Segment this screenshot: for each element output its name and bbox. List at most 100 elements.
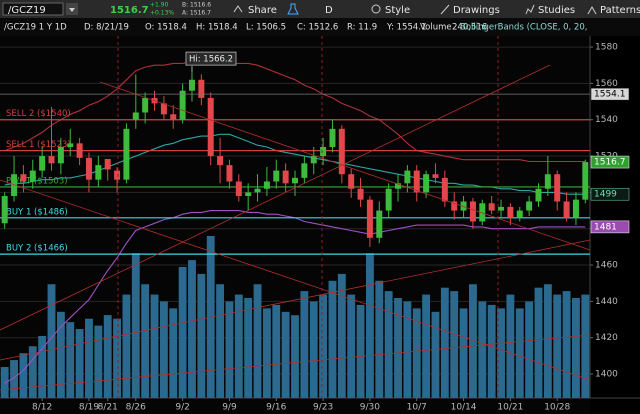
volume-bar xyxy=(553,294,562,398)
candle-body xyxy=(488,203,495,211)
x-tick-label: 10/7 xyxy=(407,403,427,413)
volume-bar xyxy=(150,294,159,398)
volume-bar xyxy=(10,360,18,398)
dropdown-arrow xyxy=(69,8,75,12)
band-line xyxy=(4,61,586,163)
price-marker-label: 1499 xyxy=(594,190,617,200)
style-button[interactable]: Style xyxy=(385,5,410,16)
price-marker-label: 1481 xyxy=(594,222,617,232)
volume-bar xyxy=(431,311,440,398)
volume-bar xyxy=(534,287,543,398)
volume-bar xyxy=(356,304,365,398)
y-tick-label: 1440 xyxy=(595,297,618,307)
candle-body xyxy=(357,188,364,200)
volume-bar xyxy=(103,315,112,398)
volume-bar xyxy=(506,294,515,398)
candle-body xyxy=(526,201,533,211)
candle-body xyxy=(338,128,345,175)
patterns-icon xyxy=(587,5,597,15)
trend-lines xyxy=(0,64,591,391)
volume-bar xyxy=(28,346,37,398)
drawings-icon xyxy=(440,4,450,15)
volume-bar xyxy=(394,298,402,398)
candle-body xyxy=(329,128,336,147)
volume-bar xyxy=(66,322,75,398)
volume-bar xyxy=(19,353,28,398)
volume-bar xyxy=(487,304,496,398)
volume-bar xyxy=(581,294,590,398)
candle-body xyxy=(132,112,139,120)
candle-body xyxy=(366,199,373,238)
candle-body xyxy=(572,199,579,218)
x-tick-label: 10/14 xyxy=(451,403,477,413)
volume-bar xyxy=(450,291,459,398)
volume-bar xyxy=(225,301,234,398)
x-tick-label: 8/21 xyxy=(98,403,118,413)
candle-body xyxy=(188,79,195,91)
style-icon xyxy=(371,4,381,14)
volume-bar xyxy=(403,301,412,398)
candle-body xyxy=(104,158,111,170)
volume-bar xyxy=(122,294,131,398)
candle-body xyxy=(498,206,505,211)
candle-body xyxy=(217,156,224,166)
candle-body xyxy=(123,128,130,180)
x-tick-label: 9/16 xyxy=(266,403,286,413)
candle-body xyxy=(441,177,448,202)
candle-body xyxy=(301,163,308,178)
x-tick-label: 9/9 xyxy=(222,403,237,413)
trend-line xyxy=(0,334,591,391)
volume-bar xyxy=(300,291,309,398)
volume-bar xyxy=(47,284,56,398)
volume-bar xyxy=(188,260,196,398)
x-tick-label: 9/2 xyxy=(175,403,189,413)
flask-icon[interactable] xyxy=(287,3,299,15)
volume-bar xyxy=(272,304,281,398)
candle-body xyxy=(451,201,458,211)
header-field: L: 1506.5 xyxy=(246,23,286,33)
volume-bar xyxy=(478,301,487,398)
candle-body xyxy=(160,103,167,115)
y-tick-label: 1400 xyxy=(595,370,618,380)
candle-body xyxy=(207,97,214,157)
volume-bar xyxy=(169,308,178,398)
volume-bar xyxy=(562,291,571,398)
volume-bar xyxy=(572,298,580,398)
volume-bar xyxy=(234,294,243,398)
volume-bar xyxy=(525,301,534,398)
candle-body xyxy=(57,146,64,164)
y-tick-label: 1560 xyxy=(595,79,618,89)
aggregation-button[interactable]: D xyxy=(325,5,333,16)
price-marker xyxy=(590,187,630,201)
x-tick-label: 8/12 xyxy=(32,403,52,413)
header-field: H: 1518.4 xyxy=(196,23,238,33)
candle-body xyxy=(516,210,523,218)
drawings-button[interactable]: Drawings xyxy=(453,5,500,16)
x-tick-label: 10/21 xyxy=(497,403,523,413)
symbol-input[interactable] xyxy=(2,2,64,16)
candle-body xyxy=(563,201,570,218)
price-marker xyxy=(590,220,630,234)
candle-body xyxy=(48,156,55,164)
volume-bar xyxy=(422,294,431,398)
patterns-button[interactable]: Patterns xyxy=(600,5,640,16)
volume-bar xyxy=(337,273,346,398)
volume-bar xyxy=(309,301,318,398)
symbol[interactable]: /GCZ19 xyxy=(8,5,46,16)
share-button[interactable]: Share xyxy=(248,5,277,16)
candle-body xyxy=(413,170,420,193)
volume-bar xyxy=(319,294,328,398)
y-tick-label: 1420 xyxy=(595,333,618,343)
price-marker xyxy=(590,87,630,101)
header-field: Y: 1554.1 xyxy=(386,23,426,33)
candle-body xyxy=(544,174,551,189)
volume-bar xyxy=(56,311,65,398)
studies-button[interactable]: Studies xyxy=(538,5,575,16)
price-marker-label: 1516.7 xyxy=(594,158,626,168)
level-label: SELL 2 ($1540) xyxy=(6,109,71,119)
volume-bar xyxy=(375,280,384,398)
candle-body xyxy=(235,181,242,197)
chart-title: /GCZ19 1 Y 1D xyxy=(4,23,67,33)
